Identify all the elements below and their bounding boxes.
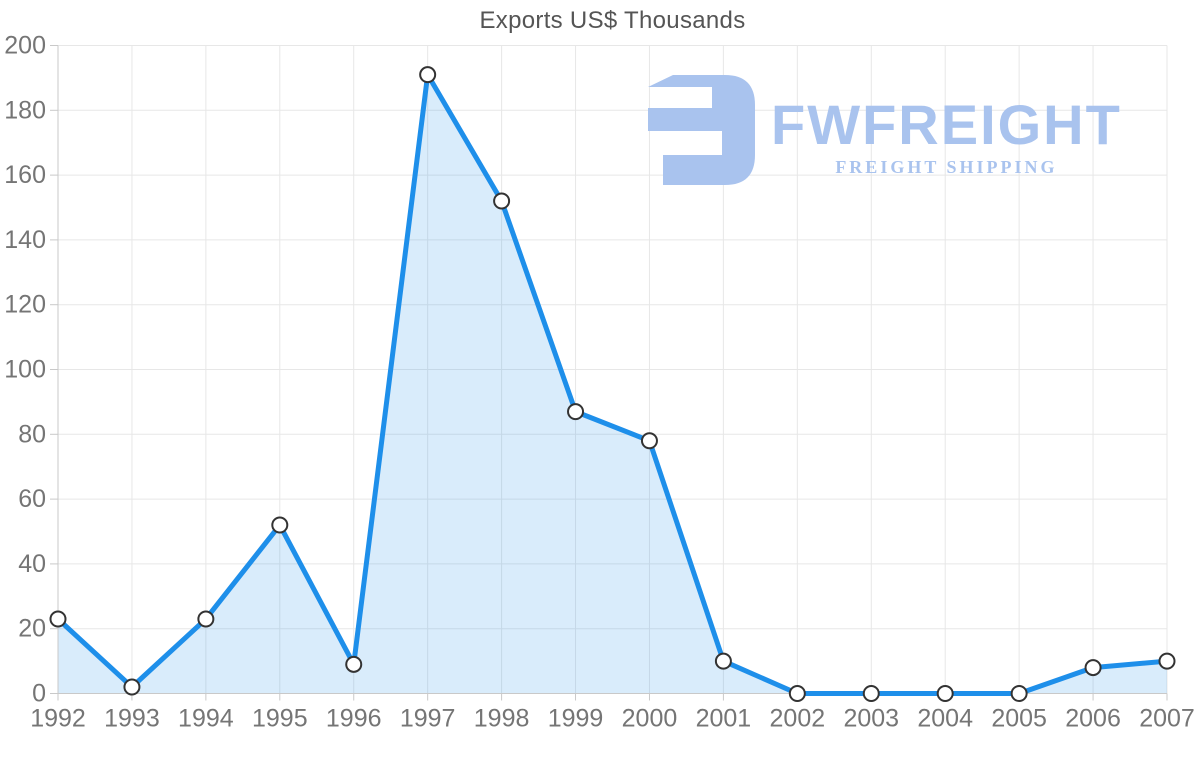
logo-tagline: FREIGHT SHIPPING xyxy=(835,157,1058,177)
x-axis-label: 1992 xyxy=(30,705,86,733)
y-axis-label: 120 xyxy=(4,291,46,319)
data-point-1997 xyxy=(419,66,437,84)
x-axis-label: 1995 xyxy=(252,705,308,733)
data-point-2000 xyxy=(640,432,658,450)
data-point-1996 xyxy=(345,655,363,673)
x-axis-label: 2006 xyxy=(1065,705,1121,733)
series-line xyxy=(55,72,1170,696)
y-axis-label: 180 xyxy=(4,96,46,124)
data-point-2002 xyxy=(788,685,806,702)
data-point-2001 xyxy=(714,652,732,670)
x-axis-label: 1997 xyxy=(400,705,456,733)
chart-title: Exports US$ Thousands xyxy=(479,7,746,34)
x-axis-label: 2001 xyxy=(696,705,752,733)
x-axis-label: 2002 xyxy=(770,705,826,733)
logo-text-block: FWFREIGHT FREIGHT SHIPPING xyxy=(771,93,1122,177)
brand-logo: FWFREIGHT FREIGHT SHIPPING xyxy=(648,75,1122,185)
x-axis-label: 2005 xyxy=(991,705,1047,733)
y-axis-label: 40 xyxy=(18,550,46,578)
data-point-2005 xyxy=(1010,685,1028,702)
x-axis-label: 1994 xyxy=(178,705,234,733)
data-point-1992 xyxy=(49,610,67,628)
logo-mark-icon xyxy=(648,75,755,185)
data-point-1994 xyxy=(197,610,215,628)
data-point-1999 xyxy=(567,403,585,421)
data-point-2003 xyxy=(862,685,880,702)
data-point-2004 xyxy=(936,685,954,702)
data-point-1998 xyxy=(493,192,511,210)
y-axis-label: 140 xyxy=(4,226,46,254)
x-axis-label: 2004 xyxy=(917,705,973,733)
y-axis-label: 20 xyxy=(18,615,46,643)
x-axis-label: 1996 xyxy=(326,705,382,733)
y-axis-label: 80 xyxy=(18,420,46,448)
x-axis-label: 2003 xyxy=(843,705,899,733)
data-point-2007 xyxy=(1158,652,1176,670)
y-axis-label: 60 xyxy=(18,485,46,513)
x-axis-label: 1999 xyxy=(548,705,604,733)
x-axis-label: 1993 xyxy=(104,705,160,733)
logo-wordmark: FWFREIGHT xyxy=(771,93,1122,156)
y-axis-label: 100 xyxy=(4,356,46,384)
y-axis-label: 0 xyxy=(32,680,46,708)
x-axis-label: 2007 xyxy=(1139,705,1195,733)
y-axis-label: 160 xyxy=(4,161,46,189)
y-axis-label: 200 xyxy=(4,32,46,60)
data-point-1995 xyxy=(271,516,289,534)
data-point-1993 xyxy=(123,678,141,696)
x-axis-label: 2000 xyxy=(622,705,678,733)
series-area-fill xyxy=(58,74,1167,694)
data-point-2006 xyxy=(1084,659,1102,677)
x-axis-label: 1998 xyxy=(474,705,530,733)
